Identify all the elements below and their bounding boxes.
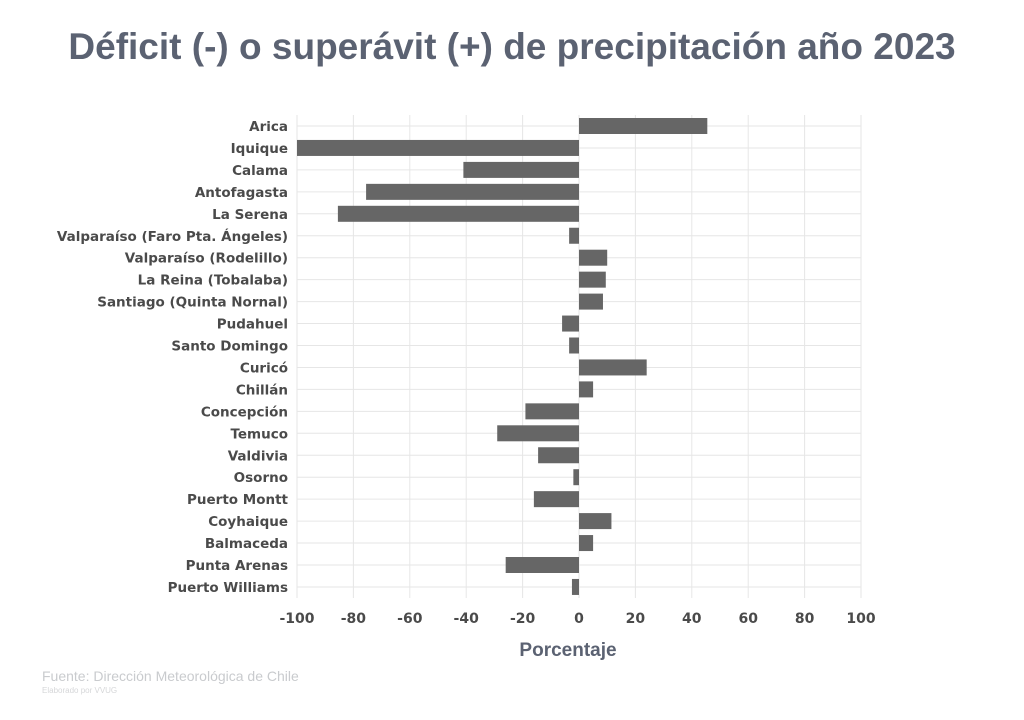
bar-19	[579, 535, 594, 552]
bar-15	[538, 447, 579, 464]
x-tick-label: 100	[846, 611, 875, 627]
bar-2	[463, 161, 579, 178]
category-label: Curicó	[240, 360, 288, 376]
category-label: La Serena	[212, 207, 288, 223]
category-label: Valparaíso (Faro Pta. Ángeles)	[57, 228, 288, 245]
bar-4	[337, 205, 579, 222]
category-label: Santiago (Quinta Nornal)	[97, 295, 288, 311]
bar-18	[579, 513, 612, 530]
category-label: Concepción	[201, 404, 288, 420]
bar-10	[569, 337, 579, 354]
category-label: Coyhaique	[208, 514, 288, 530]
category-label: Puerto Williams	[168, 580, 288, 596]
x-tick-label: -100	[279, 611, 314, 627]
category-label: Calama	[232, 163, 288, 179]
category-label: La Reina (Tobalaba)	[138, 273, 288, 289]
category-label: Iquique	[231, 141, 288, 157]
category-label: Valdivia	[228, 448, 288, 464]
credit-note: Elaborado por VVUG	[42, 686, 118, 695]
bar-14	[497, 425, 579, 442]
category-label: Balmaceda	[205, 536, 288, 552]
bar-16	[573, 469, 579, 486]
bar-5	[569, 227, 579, 244]
bar-3	[366, 183, 579, 200]
bar-17	[533, 491, 579, 508]
bar-11	[579, 359, 647, 376]
category-label: Valparaíso (Rodelillo)	[125, 251, 288, 267]
category-label: Puerto Montt	[187, 492, 289, 508]
x-tick-label: 40	[682, 611, 702, 627]
category-label: Punta Arenas	[186, 558, 288, 574]
source-note: Fuente: Dirección Meteorológica de Chile	[42, 668, 299, 684]
x-tick-label: -80	[341, 611, 367, 627]
category-label: Antofagasta	[195, 185, 288, 201]
bar-13	[525, 403, 579, 420]
category-labels: Arica Iquique Calama Antofagasta La Serena Va…	[57, 119, 289, 596]
x-tick-labels: -100 -80 -60 -40 -20 0 20 40 60 80 100	[279, 611, 875, 627]
x-tick-label: -60	[397, 611, 423, 627]
x-tick-label: 0	[574, 611, 584, 627]
category-label: Temuco	[230, 426, 288, 442]
category-label: Chillán	[236, 382, 288, 398]
bar-6	[579, 249, 608, 266]
category-label: Arica	[249, 119, 288, 135]
bar-7	[579, 271, 606, 288]
bar-9	[562, 315, 579, 332]
x-tick-label: -20	[510, 611, 536, 627]
bar-0	[579, 118, 708, 134]
x-tick-label: 60	[738, 611, 758, 627]
category-label: Santo Domingo	[171, 339, 288, 355]
category-label: Pudahuel	[217, 317, 288, 333]
bars	[297, 118, 708, 595]
x-axis-label: Porcentaje	[519, 640, 616, 661]
x-tick-label: 20	[626, 611, 646, 627]
bar-1	[297, 139, 579, 156]
x-tick-label: 80	[795, 611, 815, 627]
bar-8	[579, 293, 603, 310]
bar-12	[579, 381, 594, 398]
category-label: Osorno	[234, 470, 288, 486]
chart-title: Déficit (-) o superávit (+) de precipita…	[68, 26, 956, 67]
bar-20	[505, 557, 579, 573]
bar-21	[571, 578, 579, 595]
x-tick-label: -40	[454, 611, 480, 627]
